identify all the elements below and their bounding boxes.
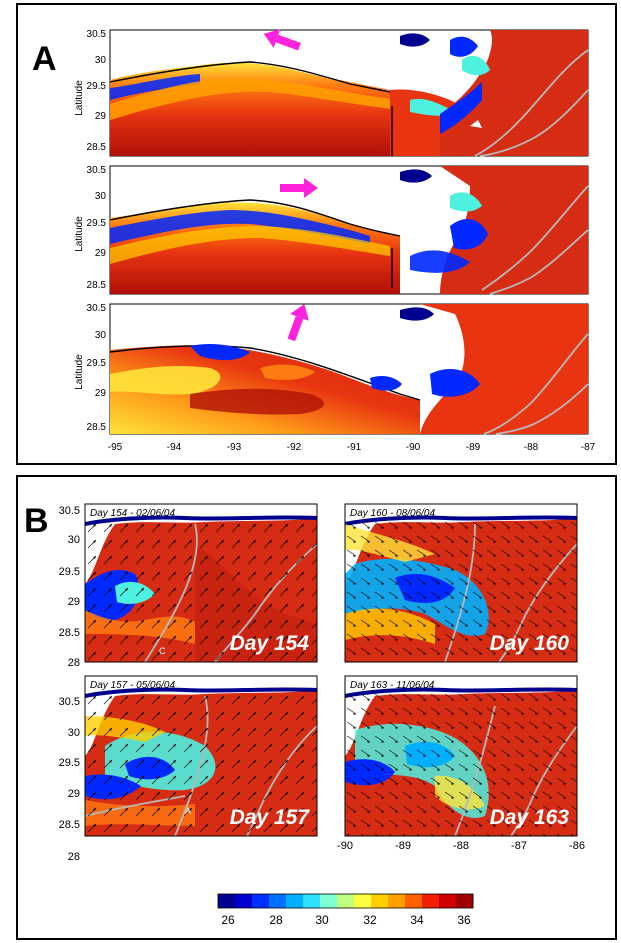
panel-a-ylabel-1: Latitude	[74, 80, 85, 116]
panel-a-ylabel-2: Latitude	[74, 216, 85, 252]
panel-a-xtick: -89	[466, 442, 481, 453]
panel-b-map-day160: Day 160 - 08/06/04 Day 160	[344, 503, 578, 663]
panel-a-ytick: 30	[95, 330, 107, 341]
panel-a-ytick: 30.5	[87, 303, 107, 314]
map-day-label-day157: Day 157	[230, 806, 311, 829]
panel-b-letter: B	[24, 502, 49, 540]
map-header-day160: Day 160 - 08/06/04	[350, 508, 435, 519]
panel-b-map-day163: Day 163 - 11/06/04 Day 163	[344, 675, 578, 837]
panel-b-ytick: 30.5	[59, 505, 80, 517]
panel-a-ytick: 29	[95, 388, 107, 399]
arrow-northwest-icon	[263, 29, 301, 51]
panel-a-xtick: -95	[108, 442, 123, 453]
panel-a-ytick: 28.5	[87, 280, 107, 291]
panel-a-x-axis: -95 -94 -93 -92 -91 -90 -89 -88 -87	[108, 442, 596, 453]
colorbar-swatch	[320, 894, 338, 908]
panel-b-ytick: 30	[68, 534, 80, 546]
panel-a-ytick: 28.5	[87, 142, 107, 153]
panel-a-ytick: 30	[95, 191, 107, 202]
panel-a-map-1	[109, 29, 589, 157]
panel-a-ylabel-3: Latitude	[74, 354, 85, 390]
panel-a-y-axes: Latitude Latitude Latitude 30.5 30 29.5 …	[74, 29, 106, 433]
panel-a-map-3	[109, 303, 589, 435]
panel-b-xtick: -86	[569, 840, 585, 852]
map-marker-a: A	[185, 806, 191, 816]
colorbar-swatch	[422, 894, 440, 908]
map-day-label-day163: Day 163	[490, 806, 570, 829]
panel-b-ytick: 28	[68, 657, 80, 669]
map-day-label-day160: Day 160	[490, 632, 570, 655]
colorbar-swatch	[439, 894, 457, 908]
panel-b-xtick: -88	[453, 840, 469, 852]
map-header-day157: Day 157 - 05/06/04	[90, 680, 175, 691]
colorbar-tick: 26	[221, 913, 235, 927]
panel-a-xtick: -94	[167, 442, 182, 453]
colorbar-swatch	[405, 894, 423, 908]
panel-a-xtick: -93	[227, 442, 242, 453]
colorbar-swatch	[337, 894, 355, 908]
panel-b-x-axis: -90 -89 -88 -87 -86	[337, 840, 585, 852]
panel-b-ytick: 30.5	[59, 696, 80, 708]
panel-b-xtick: -90	[337, 840, 353, 852]
colorbar-swatch	[218, 894, 236, 908]
panel-b-map-day154: Day 154 - 02/06/04 Day 154 C	[84, 503, 318, 663]
panel-a-ytick: 29	[95, 248, 107, 259]
colorbar-swatch	[235, 894, 253, 908]
colorbar-swatch	[456, 894, 474, 908]
panel-b-maps: Day 154 - 02/06/04 Day 154 C Day 160 - 0…	[59, 503, 585, 863]
colorbar-swatch	[354, 894, 372, 908]
panel-b-y-axis-top: 30.5 30 29.5 29 28.5 28	[59, 505, 80, 669]
panel-a-ytick: 30	[95, 55, 107, 66]
colorbar-swatch	[388, 894, 406, 908]
colorbar-tick: 32	[363, 913, 377, 927]
panel-a-ytick: 30.5	[87, 29, 107, 40]
panel-a-xtick: -92	[287, 442, 302, 453]
panel-a-xtick: -88	[524, 442, 539, 453]
panel-a-ytick: 28.5	[87, 422, 107, 433]
panel-b-ytick: 29	[68, 596, 80, 608]
panel-a-map-2	[109, 165, 589, 295]
panel-b-ytick: 29.5	[59, 757, 80, 769]
colorbar-swatch	[303, 894, 321, 908]
panel-a-maps: Latitude Latitude Latitude 30.5 30 29.5 …	[74, 29, 596, 453]
map-day-label-day154: Day 154	[230, 632, 310, 655]
arrow-north-icon	[287, 304, 309, 342]
colorbar-swatches	[218, 894, 474, 908]
panel-b-xtick: -87	[511, 840, 527, 852]
panel-b-ytick: 29.5	[59, 566, 80, 578]
map-marker-c: C	[159, 646, 166, 656]
colorbar-tick: 28	[269, 913, 283, 927]
panel-b-ytick: 28	[68, 851, 80, 863]
panel-b-y-axis-bottom: 30.5 30 29.5 29 28.5 28	[59, 696, 80, 863]
panel-a-arrows	[263, 29, 318, 342]
panel-a-ytick: 29.5	[87, 218, 107, 229]
panel-a-xtick: -87	[581, 442, 596, 453]
panel-b-ytick: 28.5	[59, 627, 80, 639]
panel-b-ytick: 29	[68, 788, 80, 800]
panel-a-letter: A	[32, 40, 57, 78]
panel-a-ytick: 29	[95, 111, 107, 122]
panel-a-ytick: 29.5	[87, 358, 107, 369]
arrow-east-icon	[280, 178, 318, 198]
colorbar-tick: 36	[457, 913, 471, 927]
colorbar-swatch	[269, 894, 287, 908]
panel-b-xtick: -89	[395, 840, 411, 852]
panel-a-ytick: 29.5	[87, 81, 107, 92]
colorbar-tick: 34	[410, 913, 424, 927]
colorbar-swatch	[371, 894, 389, 908]
panel-a-ytick: 30.5	[87, 165, 107, 176]
colorbar: 26 28 30 32 34 36	[217, 893, 474, 927]
panel-b-map-day157: Day 157 - 05/06/04 Day 157 A	[84, 675, 318, 837]
panel-b-ytick: 30	[68, 727, 80, 739]
colorbar-tick: 30	[315, 913, 329, 927]
panel-a-xtick: -90	[406, 442, 421, 453]
colorbar-swatch	[286, 894, 304, 908]
panel-a-xtick: -91	[347, 442, 362, 453]
panel-b-ytick: 28.5	[59, 819, 80, 831]
map-header-day154: Day 154 - 02/06/04	[90, 508, 175, 519]
map-header-day163: Day 163 - 11/06/04	[350, 680, 435, 691]
colorbar-swatch	[252, 894, 270, 908]
